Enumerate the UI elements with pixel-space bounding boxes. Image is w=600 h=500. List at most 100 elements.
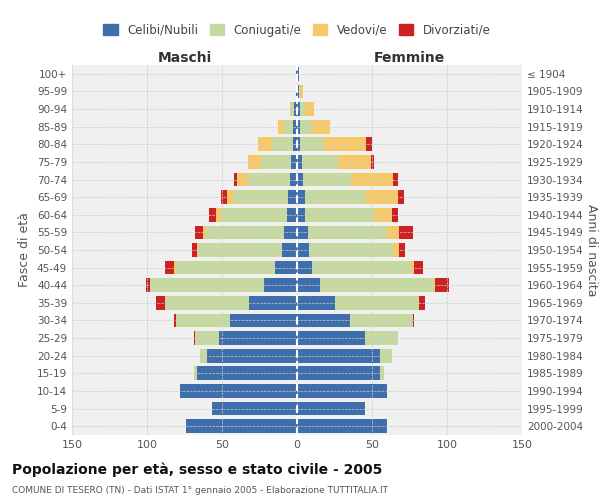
Bar [264,278,297,292]
Bar [380,366,384,380]
Bar [198,243,282,257]
Bar [227,190,234,204]
Bar [297,138,300,151]
Bar [193,331,195,345]
Bar [365,331,398,345]
Bar [297,260,312,274]
Bar [303,172,351,186]
Bar [302,155,337,169]
Bar [398,190,404,204]
Bar [284,226,297,239]
Bar [419,296,425,310]
Bar [411,260,414,274]
Bar [297,278,320,292]
Bar [221,190,227,204]
Bar [234,172,237,186]
Bar [297,243,309,257]
Bar [414,260,423,274]
Bar [413,314,414,328]
Bar [176,260,275,274]
Bar [297,102,300,116]
Bar [271,138,293,151]
Bar [320,278,433,292]
Bar [297,226,308,239]
Bar [229,314,297,328]
Bar [165,260,174,274]
Bar [197,243,198,257]
Bar [249,296,297,310]
Bar [176,314,229,328]
Bar [297,349,380,362]
Bar [435,278,449,292]
Bar [365,190,398,204]
Bar [300,138,324,151]
Legend: Celibi/Nubili, Coniugati/e, Vedovi/e, Divorziati/e: Celibi/Nubili, Coniugati/e, Vedovi/e, Di… [98,19,496,42]
Bar [174,314,176,328]
Bar [308,226,387,239]
Bar [293,138,297,151]
Bar [234,190,288,204]
Bar [287,208,297,222]
Bar [305,102,314,116]
Bar [150,278,264,292]
Bar [209,208,216,222]
Bar [312,260,411,274]
Bar [195,226,203,239]
Bar [366,138,372,151]
Bar [216,208,221,222]
Bar [296,67,297,80]
Bar [261,155,291,169]
Bar [297,67,299,80]
Bar [305,208,373,222]
Bar [275,260,297,274]
Bar [371,155,373,169]
Bar [393,172,398,186]
Bar [212,402,297,415]
Bar [237,172,248,186]
Bar [297,420,387,433]
Bar [387,226,399,239]
Bar [207,349,297,362]
Bar [197,366,297,380]
Bar [300,120,312,134]
Bar [399,226,413,239]
Bar [300,102,305,116]
Bar [312,120,330,134]
Bar [300,84,303,98]
Bar [221,208,287,222]
Bar [248,172,290,186]
Bar [165,296,249,310]
Bar [393,243,399,257]
Bar [258,138,271,151]
Bar [174,260,176,274]
Bar [219,331,297,345]
Bar [195,331,219,345]
Bar [180,384,297,398]
Bar [146,278,150,292]
Bar [205,226,284,239]
Bar [297,314,349,328]
Text: Popolazione per età, sesso e stato civile - 2005: Popolazione per età, sesso e stato civil… [12,462,382,477]
Bar [299,84,300,98]
Bar [156,296,165,310]
Bar [324,138,366,151]
Bar [294,102,297,116]
Bar [433,278,435,292]
Bar [290,172,297,186]
Bar [297,296,335,310]
Bar [305,190,365,204]
Bar [297,172,303,186]
Bar [297,208,305,222]
Bar [290,102,291,116]
Y-axis label: Fasce di età: Fasce di età [19,212,31,288]
Bar [297,190,305,204]
Bar [297,155,302,169]
Bar [284,120,293,134]
Bar [351,172,393,186]
Bar [291,155,297,169]
Text: COMUNE DI TESERO (TN) - Dati ISTAT 1° gennaio 2005 - Elaborazione TUTTITALIA.IT: COMUNE DI TESERO (TN) - Dati ISTAT 1° ge… [12,486,388,495]
Bar [293,120,297,134]
Text: Maschi: Maschi [157,51,212,65]
Text: Femmine: Femmine [374,51,445,65]
Bar [335,296,419,310]
